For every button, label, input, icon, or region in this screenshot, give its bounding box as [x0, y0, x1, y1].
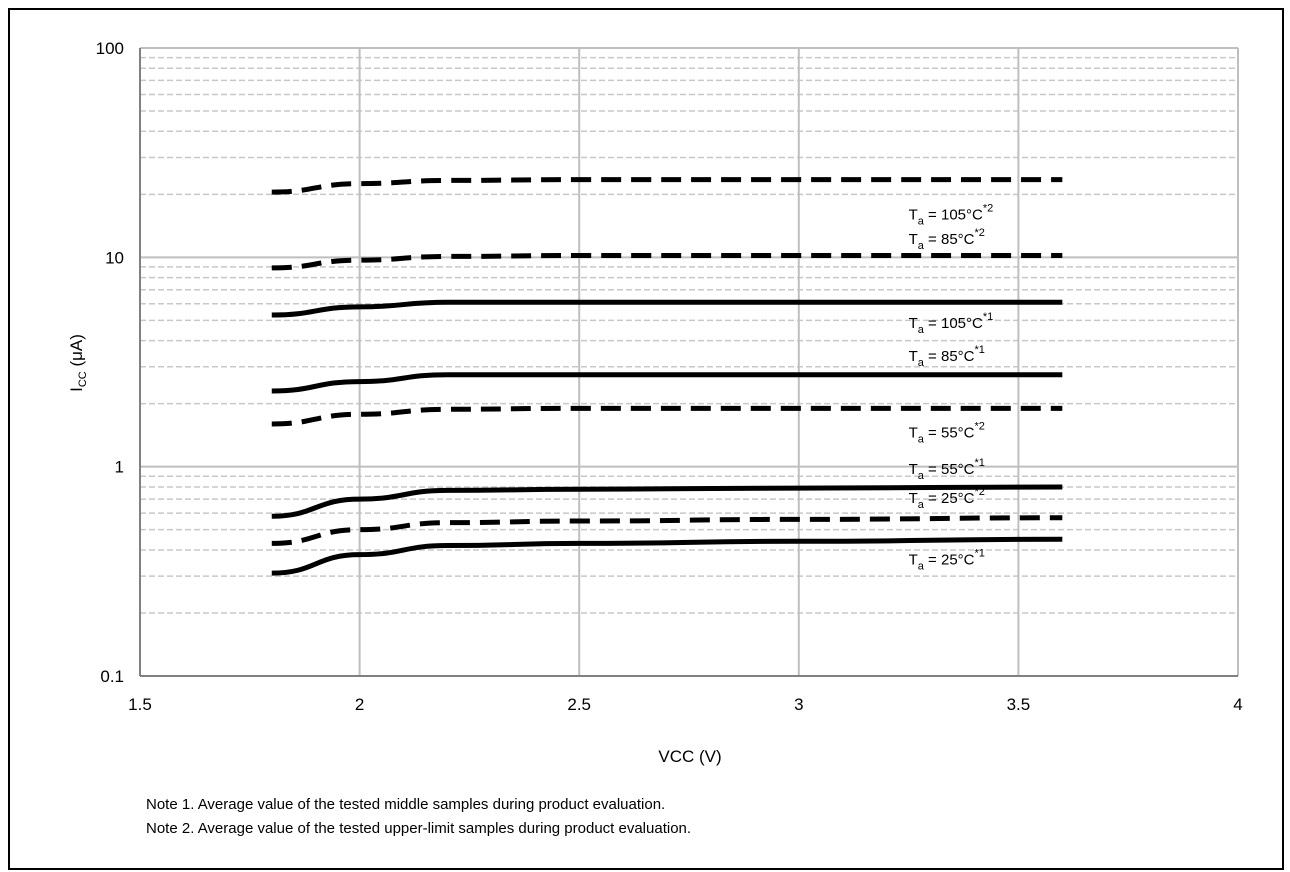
x-tick-label: 4: [1233, 695, 1242, 714]
y-axis-label-unit: (μA): [67, 334, 86, 371]
y-axis-label: ICC (μA): [67, 334, 89, 392]
label-85c-upper: Ta = 85°C*2: [909, 227, 985, 252]
label-55c-upper: Ta = 55°C*2: [909, 420, 985, 445]
y-tick-label: 10: [105, 248, 124, 267]
series-line-6-solid: [271, 484, 1063, 519]
y-tick-label: 100: [96, 39, 124, 58]
x-tick-label: 1.5: [128, 695, 152, 714]
x-tick-label: 3: [794, 695, 803, 714]
x-tick-label: 2: [355, 695, 364, 714]
y-tick-label: 1: [115, 458, 124, 477]
data-series: [271, 177, 1063, 576]
minor-gridlines: [140, 56, 1238, 614]
y-axis-label-main: I: [67, 387, 86, 392]
label-85c-middle: Ta = 85°C*1: [909, 344, 985, 369]
x-tick-label: 3.5: [1007, 695, 1031, 714]
series-line-8-solid: [271, 536, 1063, 576]
series-line-2-dashed: [271, 253, 1063, 271]
label-105c-middle: Ta = 105°C*1: [909, 311, 994, 336]
series-line-1-dashed: [271, 177, 1063, 195]
label-25c-middle: Ta = 25°C*1: [909, 548, 985, 573]
x-tick-labels: 1.5 2 2.5 3 3.5 4: [128, 695, 1243, 714]
label-55c-middle: Ta = 55°C*1: [909, 457, 985, 482]
note-2: Note 2. Average value of the tested uppe…: [146, 820, 692, 837]
series-line-3-solid: [271, 299, 1063, 318]
y-tick-labels: 0.1 1 10 100: [96, 39, 124, 686]
y-tick-label: 0.1: [100, 667, 124, 686]
curve-labels: Ta = 105°C*2Ta = 85°C*2 Ta = 105°C*1 Ta = …: [909, 202, 994, 572]
series-line-5-dashed: [271, 405, 1063, 427]
note-1: Note 1. Average value of the tested midd…: [146, 796, 666, 813]
major-gridlines: [139, 47, 1239, 677]
series-line-4-solid: [271, 372, 1063, 394]
label-25c-upper: Ta = 25°C*2: [909, 486, 985, 511]
y-axis-label-sub: CC: [77, 371, 89, 387]
axes: [139, 48, 1238, 677]
figure-frame: [8, 8, 1284, 870]
series-line-7-dashed: [271, 515, 1063, 546]
x-tick-label: 2.5: [567, 695, 591, 714]
label-105c-upper: Ta = 105°C*2: [909, 202, 994, 227]
x-axis-label: VCC (V): [658, 747, 721, 766]
